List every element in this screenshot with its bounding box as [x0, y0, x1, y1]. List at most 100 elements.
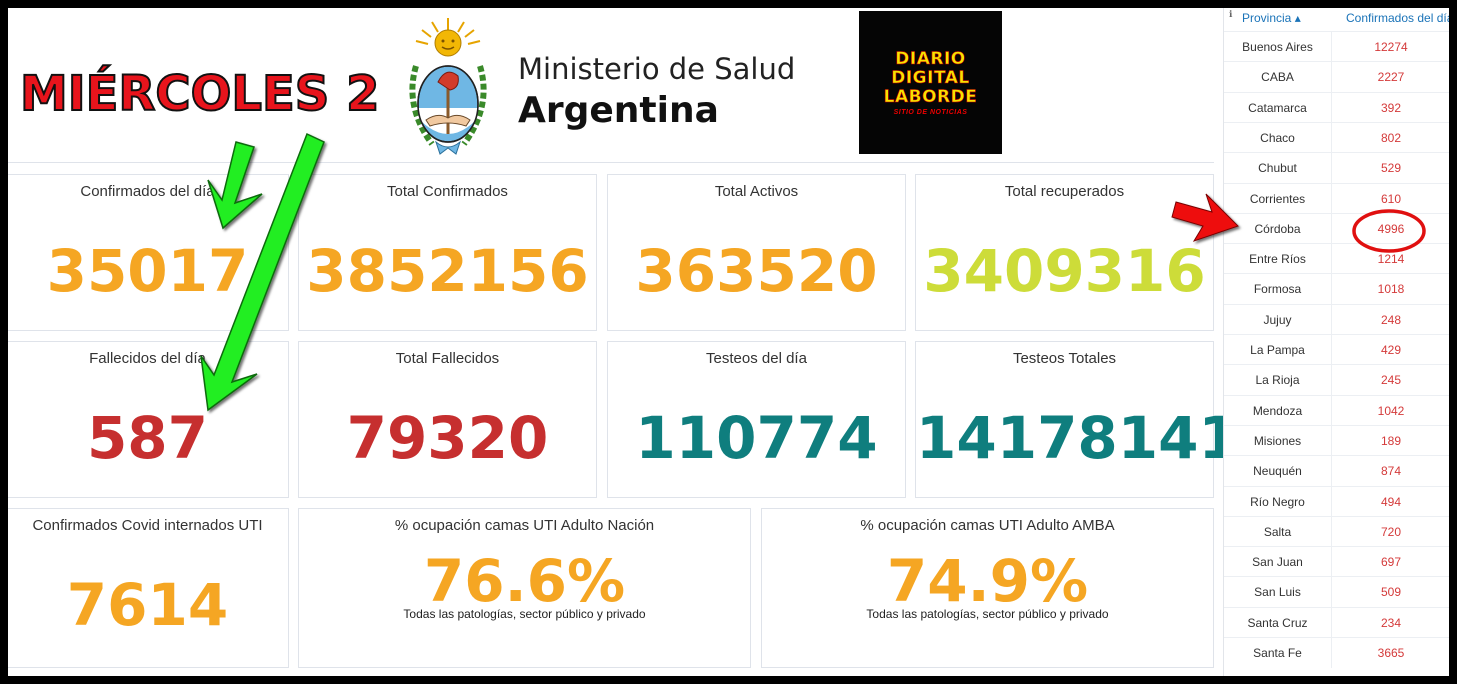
- argentina-coat-of-arms-icon: [409, 18, 487, 155]
- province-name-cell: Entre Ríos: [1224, 244, 1332, 275]
- card-value: 3409316: [923, 237, 1206, 305]
- card-value: 7614: [66, 571, 229, 639]
- province-value-cell: 529: [1380, 161, 1402, 176]
- table-row[interactable]: Santa Fe 3665: [1224, 637, 1449, 668]
- table-row[interactable]: La Rioja 245: [1224, 364, 1449, 396]
- card-title: Confirmados del día: [80, 183, 215, 200]
- card-total-confirmados: Total Confirmados 3852156: [298, 174, 597, 331]
- card-confirmados-dia: Confirmados del día 35017: [8, 174, 289, 331]
- table-row[interactable]: Formosa 1018: [1224, 273, 1449, 305]
- province-name-cell: Salta: [1224, 516, 1332, 547]
- day-banner: MIÉRCOLES 2: [19, 65, 380, 123]
- province-name-cell: Buenos Aires: [1224, 32, 1332, 62]
- table-row[interactable]: Córdoba 4996: [1224, 212, 1449, 244]
- card-uti-amba: % ocupación camas UTI Adulto AMBA 74.9% …: [761, 508, 1214, 668]
- province-name-cell: San Luis: [1224, 577, 1332, 608]
- province-value-cell: 3665: [1377, 646, 1405, 660]
- card-title: % ocupación camas UTI Adulto AMBA: [860, 517, 1115, 534]
- province-table: ℹ Provincia ▴ Confirmados del día Buenos…: [1223, 8, 1449, 676]
- province-value-cell: 802: [1380, 130, 1402, 145]
- province-name-cell: Neuquén: [1224, 456, 1332, 487]
- province-value-cell: 248: [1380, 312, 1402, 327]
- province-name-cell: Córdoba: [1224, 213, 1332, 244]
- column-header-confirmados[interactable]: Confirmados del día: [1346, 11, 1449, 25]
- province-name-cell: San Juan: [1224, 547, 1332, 578]
- table-row[interactable]: Neuquén 874: [1224, 455, 1449, 487]
- province-value-cell: 2227: [1377, 70, 1405, 85]
- card-value: 35017: [46, 237, 249, 305]
- province-name-cell: La Pampa: [1224, 335, 1332, 365]
- header: MIÉRCOLES 2 Minis: [8, 8, 1214, 163]
- province-name-cell: Jujuy: [1224, 304, 1332, 335]
- table-row[interactable]: Entre Ríos 1214: [1224, 243, 1449, 275]
- card-title: Total recuperados: [1004, 183, 1125, 200]
- province-value-cell: 189: [1380, 433, 1402, 448]
- table-row[interactable]: San Luis 509: [1224, 576, 1449, 608]
- card-title: Total Confirmados: [387, 183, 508, 200]
- table-row[interactable]: La Pampa 429: [1224, 334, 1449, 365]
- province-value-cell: 1042: [1377, 403, 1405, 418]
- card-subtitle: Todas las patologías, sector público y p…: [403, 607, 646, 621]
- table-row[interactable]: Buenos Aires 12274: [1224, 31, 1449, 62]
- table-row[interactable]: Corrientes 610: [1224, 182, 1449, 214]
- province-value-cell: 4996: [1377, 221, 1405, 236]
- province-name-cell: Formosa: [1224, 274, 1332, 305]
- table-row[interactable]: Chaco 802: [1224, 121, 1449, 153]
- province-value-cell: 874: [1380, 464, 1402, 479]
- province-value-cell: 1214: [1377, 252, 1405, 267]
- card-testeos-totales: Testeos Totales 14178141: [915, 341, 1239, 498]
- card-value: 3852156: [306, 237, 589, 305]
- card-title: % ocupación camas UTI Adulto Nación: [394, 517, 655, 534]
- table-row[interactable]: Catamarca 392: [1224, 91, 1449, 123]
- card-title: Testeos del día: [706, 350, 807, 367]
- province-value-cell: 429: [1380, 343, 1402, 357]
- diario-logo-word: LABORDE: [883, 86, 978, 107]
- province-name-cell: CABA: [1224, 62, 1332, 93]
- card-title: Total Fallecidos: [395, 350, 500, 367]
- table-row[interactable]: Salta 720: [1224, 515, 1449, 547]
- card-value: 74.9%: [886, 547, 1089, 615]
- table-row[interactable]: Río Negro 494: [1224, 485, 1449, 517]
- table-row[interactable]: Chubut 529: [1224, 152, 1449, 184]
- card-internados-uti: Confirmados Covid internados UTI 7614: [8, 508, 289, 668]
- card-value: 110774: [635, 404, 878, 472]
- diario-logo-word: DIGITAL: [891, 67, 970, 88]
- column-header-provincia[interactable]: Provincia ▴: [1242, 11, 1301, 25]
- card-value: 79320: [346, 404, 549, 472]
- card-total-fallecidos: Total Fallecidos 79320: [298, 341, 597, 498]
- card-title: Testeos Totales: [1012, 350, 1117, 367]
- province-name-cell: Mendoza: [1224, 395, 1332, 426]
- province-value-cell: 610: [1380, 191, 1402, 206]
- diario-logo-tagline: SITIO DE NOTICIAS: [893, 108, 968, 116]
- province-value-cell: 392: [1380, 100, 1402, 115]
- province-value-cell: 697: [1380, 555, 1402, 570]
- table-row[interactable]: Santa Cruz 234: [1224, 606, 1449, 638]
- card-subtitle: Todas las patologías, sector público y p…: [866, 607, 1109, 621]
- province-name-cell: Chubut: [1224, 153, 1332, 184]
- province-name-cell: Río Negro: [1224, 486, 1332, 517]
- province-value-cell: 234: [1380, 615, 1402, 630]
- province-name-cell: Santa Fe: [1224, 638, 1332, 668]
- info-icon[interactable]: ℹ: [1229, 9, 1233, 19]
- province-value-cell: 12274: [1374, 40, 1408, 54]
- province-name-cell: Chaco: [1224, 122, 1332, 153]
- table-row[interactable]: Misiones 189: [1224, 424, 1449, 456]
- table-row[interactable]: Jujuy 248: [1224, 303, 1449, 335]
- province-name-cell: Corrientes: [1224, 183, 1332, 214]
- province-value-cell: 509: [1380, 585, 1402, 600]
- card-title: Total Activos: [714, 183, 799, 200]
- province-name-cell: Catamarca: [1224, 92, 1332, 123]
- province-name-cell: Santa Cruz: [1224, 607, 1332, 638]
- card-total-recuperados: Total recuperados 3409316: [915, 174, 1214, 331]
- table-row[interactable]: Mendoza 1042: [1224, 394, 1449, 426]
- ministry-name: Ministerio de Salud: [518, 52, 796, 86]
- province-value-cell: 720: [1380, 524, 1402, 539]
- card-title: Confirmados Covid internados UTI: [32, 517, 263, 534]
- province-value-cell: 1018: [1377, 282, 1405, 297]
- table-row[interactable]: CABA 2227: [1224, 61, 1449, 93]
- province-value-cell: 245: [1380, 373, 1402, 388]
- table-row[interactable]: San Juan 697: [1224, 546, 1449, 578]
- ministry-country: Argentina: [518, 90, 719, 131]
- card-value: 76.6%: [423, 547, 626, 615]
- diario-laborde-logo: DIARIO DIGITAL LABORDE SITIO DE NOTICIAS: [859, 11, 1002, 154]
